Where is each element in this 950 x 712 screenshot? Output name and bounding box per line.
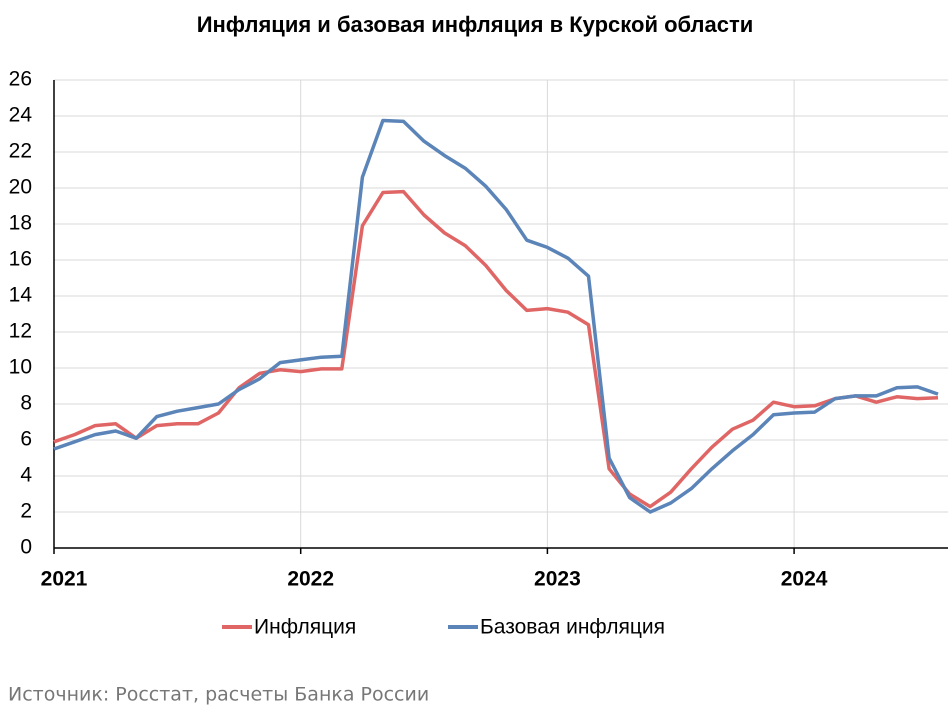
y-tick-label: 10 [9,356,32,379]
y-tick-label: 12 [9,320,32,343]
legend-label: Базовая инфляция [480,616,665,639]
y-tick-label: 4 [20,464,32,487]
x-tick-label: 2021 [41,568,88,591]
source-note: Источник: Росстат, расчеты Банка России [8,684,429,706]
y-tick-label: 16 [9,248,32,271]
line-series [53,189,939,509]
y-tick-label: 14 [9,284,33,307]
x-tick-label: 2023 [534,568,581,591]
x-tick-label: 2024 [781,568,828,591]
y-tick-label: 0 [20,536,32,559]
y-tick-label: 26 [9,68,32,91]
y-tick-label: 20 [9,176,32,199]
y-tick-label: 22 [9,140,32,163]
line-series [53,118,939,514]
y-tick-label: 24 [9,104,33,127]
chart-title: Инфляция и базовая инфляция в Курской об… [197,12,754,37]
y-tick-label: 2 [20,500,32,523]
y-tick-label: 6 [20,428,32,451]
y-tick-label: 8 [20,392,32,415]
y-tick-label: 18 [9,212,32,235]
x-tick-label: 2022 [287,568,334,591]
legend-label: Инфляция [254,616,356,639]
